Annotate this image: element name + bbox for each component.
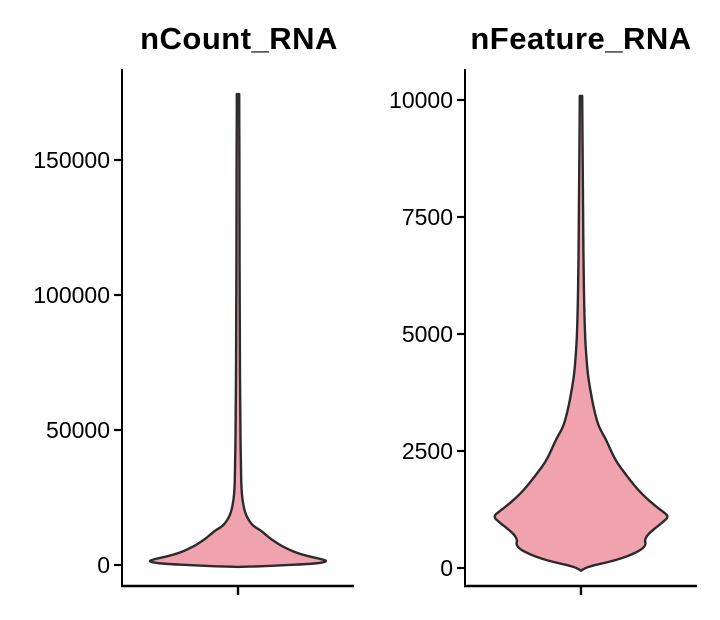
y-tick-label: 0	[97, 552, 110, 578]
violin-ncount_rna	[148, 92, 328, 569]
y-tick-label: 5000	[401, 321, 453, 347]
y-tick-label: 50000	[46, 417, 110, 443]
violin-layer	[148, 92, 669, 572]
y-tick-label: 150000	[33, 147, 110, 173]
y-tick-label: 0	[440, 555, 453, 581]
y-tick-label: 7500	[401, 204, 453, 230]
axes-layer	[114, 69, 697, 595]
y-tick-label: 100000	[33, 282, 110, 308]
panel-title-ncount-rna: nCount_RNA	[140, 21, 338, 56]
y-tick-label: 2500	[401, 438, 453, 464]
y-tick-label: 10000	[389, 87, 453, 113]
panel-title-nfeature-rna: nFeature_RNA	[470, 21, 692, 56]
violin-nfeature_rna	[493, 94, 669, 572]
